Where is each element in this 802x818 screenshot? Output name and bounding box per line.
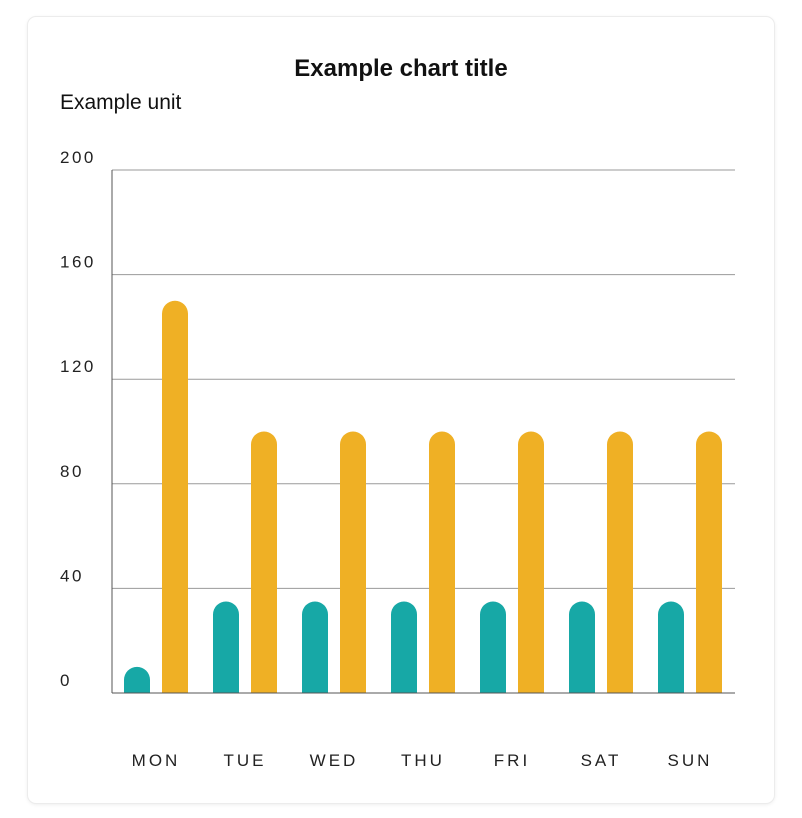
y-tick-label-0: 0	[60, 671, 72, 690]
grid-layer	[112, 169, 735, 589]
bar-sun-series-1	[658, 601, 684, 693]
bar-fri-series-2	[518, 431, 544, 693]
x-tick-label-wed: WED	[310, 751, 359, 770]
y-tick-label-160: 160	[60, 253, 96, 272]
y-tick-label-120: 120	[60, 357, 96, 376]
chart-title: Example chart title	[294, 55, 508, 82]
y-tick-label-40: 40	[60, 566, 84, 585]
x-tick-label-thu: THU	[401, 751, 445, 770]
bar-mon-series-2	[162, 300, 188, 693]
x-tick-label-mon: MON	[132, 751, 181, 770]
bar-tue-series-1	[213, 601, 239, 693]
bar-fri-series-1	[480, 601, 506, 693]
bar-thu-series-2	[429, 431, 455, 693]
chart-card: Example chart title Example unit 0 40 80 12…	[28, 17, 774, 803]
x-tick-label-sat: SAT	[581, 751, 622, 770]
x-tick-label-sun: SUN	[668, 751, 713, 770]
bar-sun-series-2	[696, 431, 722, 693]
bar-chart: 0 40 80 120 160 200 MON TUE WED THU FRI SAT SUN	[60, 148, 735, 770]
bar-thu-series-1	[391, 601, 417, 693]
x-tick-label-fri: FRI	[494, 751, 530, 770]
y-tick-label-80: 80	[60, 462, 84, 481]
bar-mon-series-1	[124, 666, 150, 693]
bar-wed-series-1	[302, 601, 328, 693]
y-tick-label-200: 200	[60, 148, 96, 167]
x-tick-label-tue: TUE	[224, 751, 267, 770]
y-axis-unit-label: Example unit	[60, 91, 182, 114]
bar-sat-series-2	[607, 431, 633, 693]
axis-layer: 0 40 80 120 160 200 MON TUE WED THU FRI SAT SUN	[60, 148, 735, 770]
bar-layer	[124, 300, 722, 693]
bar-wed-series-2	[340, 431, 366, 693]
bar-sat-series-1	[569, 601, 595, 693]
bar-tue-series-2	[251, 431, 277, 693]
